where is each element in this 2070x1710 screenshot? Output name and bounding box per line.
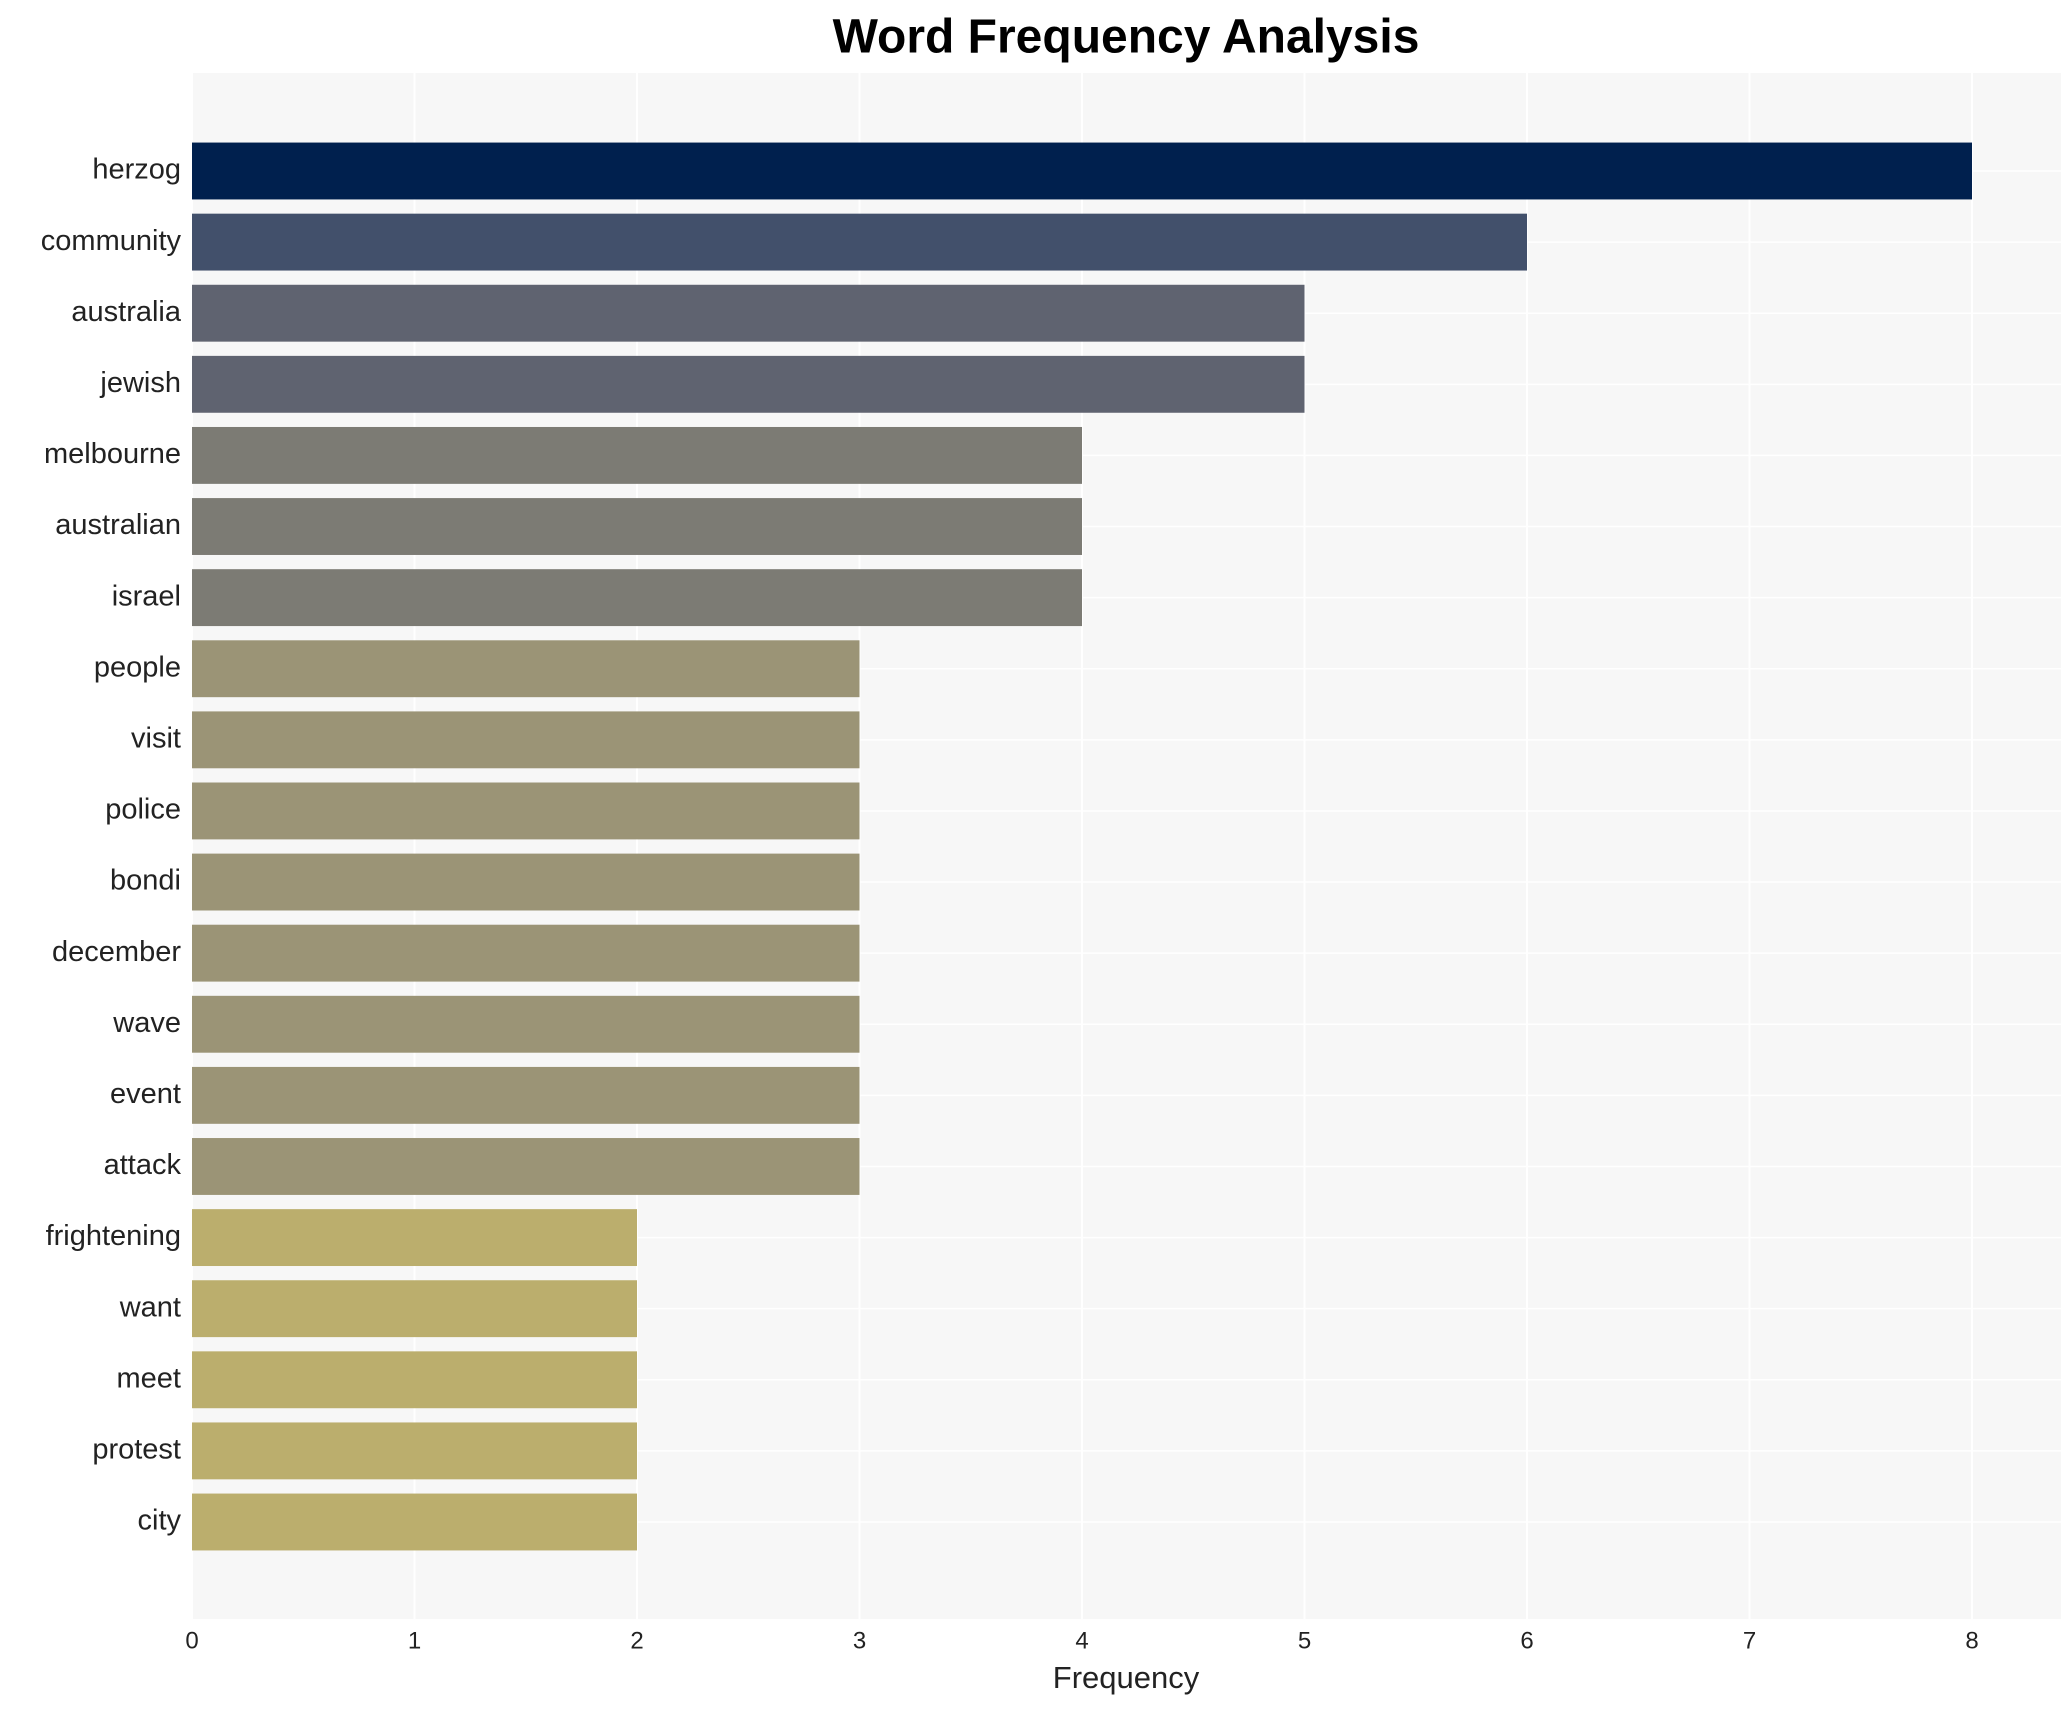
x-tick-label: 7 <box>1743 1627 1756 1654</box>
y-tick-label: december <box>52 936 181 968</box>
y-tick-label: bondi <box>110 865 181 897</box>
bar <box>192 355 1305 413</box>
bar <box>192 1066 860 1124</box>
x-tick-label: 3 <box>853 1627 866 1654</box>
y-tick-label: australia <box>71 296 181 328</box>
bar <box>192 569 1082 627</box>
bar <box>192 1351 637 1409</box>
bar <box>192 426 1082 484</box>
chart-title: Word Frequency Analysis <box>833 11 1420 64</box>
y-tick-label: community <box>41 225 182 257</box>
y-tick-label: meet <box>117 1362 181 1394</box>
y-tick-label: city <box>138 1505 182 1537</box>
x-tick-label: 6 <box>1520 1627 1533 1654</box>
y-tick-label: jewish <box>99 367 181 399</box>
y-tick-label: herzog <box>92 154 181 186</box>
y-tick-label: israel <box>112 580 181 612</box>
bar <box>192 213 1527 271</box>
y-tick-label: want <box>119 1291 181 1323</box>
bar <box>192 782 860 840</box>
y-tick-label: visit <box>131 722 181 754</box>
bar <box>192 924 860 982</box>
bar <box>192 640 860 698</box>
bar <box>192 1280 637 1338</box>
bar <box>192 853 860 911</box>
y-tick-label: australian <box>55 509 181 541</box>
bar <box>192 1138 860 1195</box>
y-tick-label: protest <box>92 1434 181 1466</box>
bar <box>192 1209 637 1267</box>
x-tick-label: 5 <box>1298 1627 1311 1654</box>
bar <box>192 1493 637 1551</box>
bar <box>192 1422 637 1480</box>
y-tick-label: wave <box>112 1007 181 1039</box>
x-tick-label: 0 <box>185 1627 198 1654</box>
y-tick-label: police <box>105 794 181 826</box>
x-tick-label: 1 <box>408 1627 421 1654</box>
y-tick-label: frightening <box>46 1220 181 1252</box>
bar <box>192 142 1972 200</box>
x-tick-label: 2 <box>630 1627 643 1654</box>
y-tick-label: attack <box>104 1149 182 1181</box>
y-tick-label: people <box>94 651 181 683</box>
bar <box>192 284 1305 342</box>
y-tick-label: event <box>110 1078 181 1110</box>
bar <box>192 995 860 1053</box>
x-tick-label: 4 <box>1075 1627 1088 1654</box>
bar <box>192 711 860 769</box>
bar <box>192 498 1082 555</box>
y-tick-label: melbourne <box>44 438 181 470</box>
x-tick-label: 8 <box>1965 1627 1978 1654</box>
x-axis-label: Frequency <box>1053 1660 1200 1695</box>
